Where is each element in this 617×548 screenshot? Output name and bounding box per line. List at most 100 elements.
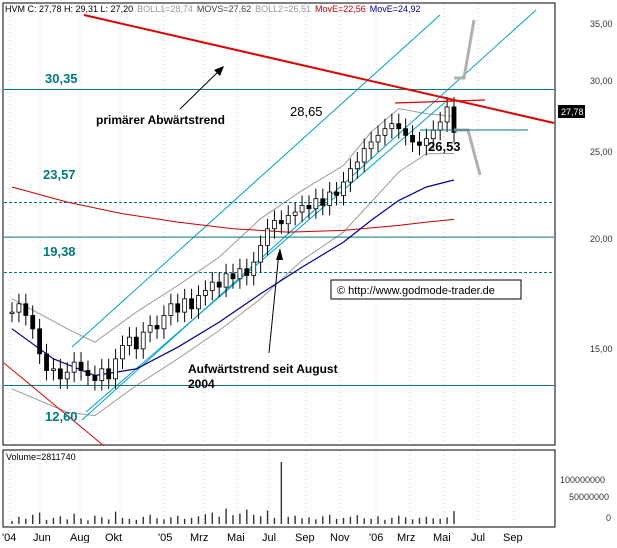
price-bar-body bbox=[278, 219, 284, 225]
annotation-arrowhead-downtrend bbox=[214, 66, 224, 76]
annotation-uptrend-line2: 2004 bbox=[188, 377, 215, 391]
price-bar-body bbox=[9, 311, 15, 315]
copyright-box bbox=[330, 279, 522, 300]
price-bar-body bbox=[127, 336, 132, 346]
x-tick-label: Jul bbox=[262, 532, 276, 543]
price-bar-body bbox=[44, 353, 49, 371]
level-label-30-35: 30,35 bbox=[45, 71, 78, 86]
price-bar-body bbox=[140, 331, 146, 350]
price-bar-body bbox=[147, 325, 153, 333]
price-bar-body bbox=[106, 368, 112, 380]
price-bar-body bbox=[216, 281, 222, 288]
price-bar-body bbox=[258, 245, 264, 263]
price-bar-body bbox=[113, 358, 118, 380]
projection-lines bbox=[420, 19, 528, 176]
x-tick-label: Jul bbox=[471, 532, 485, 543]
x-tick-label: Mrz bbox=[190, 532, 208, 543]
horizontal-levels bbox=[4, 88, 554, 387]
volume-tick-label: 100000000 bbox=[560, 475, 605, 485]
downtrend-line bbox=[83, 14, 555, 124]
price-bar-body bbox=[182, 298, 188, 313]
x-tick-label: Sep bbox=[503, 532, 523, 543]
x-tick-label: '05 bbox=[158, 532, 172, 543]
volume-tick-label: 0 bbox=[606, 513, 611, 523]
price-bar-body bbox=[389, 123, 395, 130]
price-bar-body bbox=[133, 336, 139, 350]
annotation-arrowhead-uptrend bbox=[276, 248, 283, 260]
price-bar-body bbox=[30, 315, 36, 330]
price-bar-body bbox=[423, 138, 429, 146]
price-bar-body bbox=[334, 191, 339, 196]
bollinger-bands bbox=[11, 108, 455, 417]
price-bar-body bbox=[16, 303, 22, 313]
price-bar-body bbox=[327, 191, 333, 206]
moving-average-red bbox=[11, 186, 455, 233]
x-tick-label: '06 bbox=[369, 532, 383, 543]
price-bar-body bbox=[299, 204, 305, 213]
price-bar-body bbox=[251, 261, 257, 276]
price-bar-body bbox=[430, 129, 436, 140]
price-bar-body bbox=[120, 345, 125, 360]
price-bar-body bbox=[417, 141, 422, 146]
price-bar-body bbox=[202, 290, 208, 296]
annotation-primary-downtrend: primärer Abwärtstrend bbox=[96, 113, 225, 127]
x-tick-label: Sep bbox=[295, 532, 315, 543]
x-tick-label: Okt bbox=[105, 532, 122, 543]
price-bar-body bbox=[285, 214, 291, 225]
channel-upper-line bbox=[71, 14, 441, 348]
price-bar-body bbox=[37, 328, 43, 355]
price-bar-body bbox=[410, 134, 415, 143]
price-bar-body bbox=[320, 198, 326, 206]
price-bar-body bbox=[85, 370, 91, 376]
price-bar-body bbox=[451, 106, 457, 133]
annotation-arrow-downtrend bbox=[179, 67, 223, 110]
price-bar-body bbox=[354, 161, 360, 170]
volume-plot-frame bbox=[2, 449, 556, 528]
copyright-text: © http://www.godmode-trader.de bbox=[337, 285, 495, 297]
price-bar-body bbox=[382, 128, 388, 136]
price-bar-body bbox=[361, 148, 367, 163]
volume-tick-label: 50000000 bbox=[569, 492, 609, 502]
price-bar-body bbox=[175, 303, 181, 313]
price-bar-body bbox=[230, 273, 236, 280]
price-bar-body bbox=[92, 375, 98, 381]
x-gridlines bbox=[9, 4, 515, 526]
price-bar-body bbox=[154, 325, 160, 330]
annotation-high-value: 28,65 bbox=[290, 104, 323, 119]
annotation-low-value: 26,53 bbox=[428, 139, 461, 154]
y-tick-label: 35,00 bbox=[590, 19, 613, 29]
x-tick-label: Jun bbox=[33, 532, 51, 543]
price-bar-body bbox=[223, 273, 229, 288]
x-tick-label: Mai bbox=[227, 532, 245, 543]
price-bar-body bbox=[341, 181, 346, 196]
level-label-19-38: 19,38 bbox=[43, 244, 76, 259]
price-bar-body bbox=[306, 204, 312, 210]
resistance-segment bbox=[394, 99, 486, 104]
x-axis-labels: '04 Jun Aug Okt '05 Mrz Mai Jul Sep Nov '06 Mrz Mai J… bbox=[2, 532, 523, 544]
projection-up bbox=[454, 19, 476, 80]
y-tick-label: 25,00 bbox=[590, 147, 613, 157]
minor-downtrend-line bbox=[3, 362, 105, 447]
price-bar-body bbox=[78, 361, 84, 371]
price-bar-body bbox=[375, 134, 381, 143]
x-tick-label: Mai bbox=[433, 532, 451, 543]
level-label-12-60: 12,60 bbox=[45, 409, 78, 424]
last-price-label: 27,78 bbox=[561, 107, 584, 117]
price-bar-body bbox=[244, 268, 250, 276]
x-tick-label: Mrz bbox=[397, 532, 415, 543]
x-tick-label: '04 bbox=[2, 532, 16, 543]
price-bar-body bbox=[64, 371, 70, 380]
price-bar-body bbox=[265, 228, 270, 246]
price-bar-body bbox=[168, 303, 174, 316]
y-tick-label: 15,00 bbox=[590, 344, 613, 354]
price-bar-body bbox=[313, 198, 319, 210]
price-bar-body bbox=[189, 298, 194, 310]
last-price-badge bbox=[558, 105, 585, 118]
price-bars bbox=[9, 96, 457, 391]
volume-label: Volume=2811740 bbox=[6, 452, 76, 462]
price-bar-body bbox=[444, 106, 450, 123]
price-bar-body bbox=[196, 295, 201, 310]
bollinger-lower bbox=[11, 153, 455, 417]
